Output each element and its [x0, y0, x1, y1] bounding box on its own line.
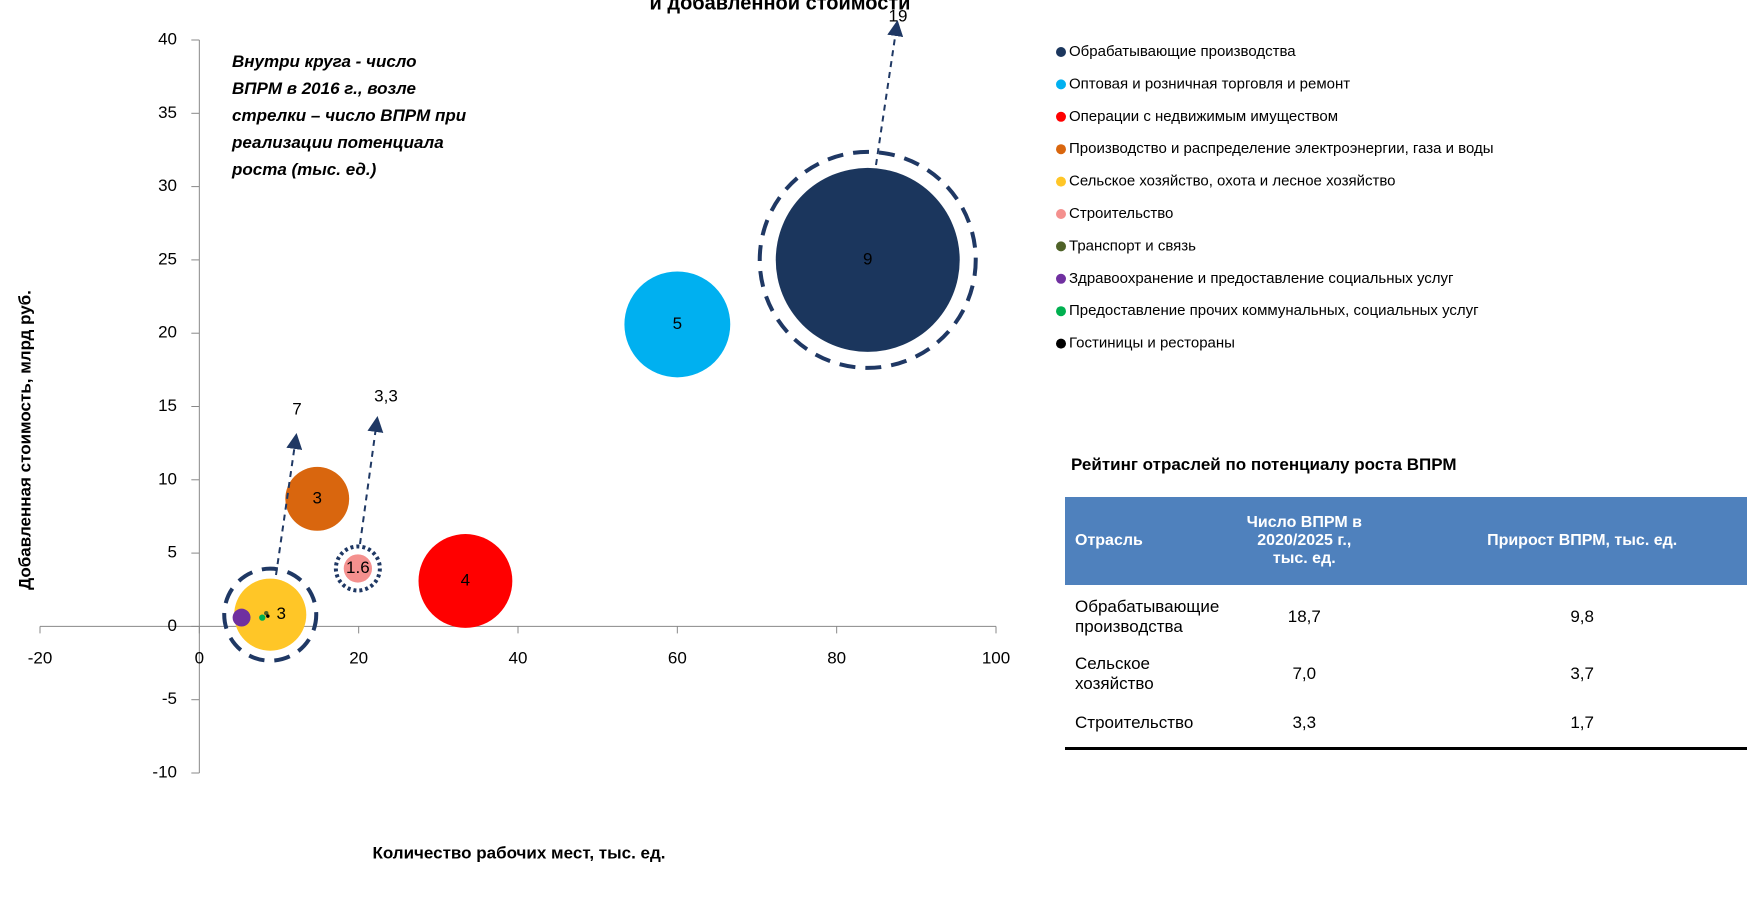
potential-label: 3,3	[374, 386, 398, 405]
table-header-cell: Прирост ВПРМ, тыс. ед.	[1379, 497, 1747, 585]
bubble	[418, 534, 513, 628]
y-tick-label: 5	[168, 543, 177, 562]
potential-circle	[757, 149, 978, 370]
table-cell: 3,3	[1229, 699, 1380, 750]
legend-marker	[1056, 79, 1066, 90]
legend-label: Производство и распределение электроэнер…	[1069, 140, 1494, 157]
legend-label: Сельское хозяйство, охота и лесное хозяй…	[1069, 173, 1395, 190]
y-tick-label: 35	[158, 103, 177, 122]
legend-marker	[1056, 144, 1066, 155]
legend-label: Оптовая и розничная торговля и ремонт	[1069, 75, 1350, 92]
potential-circle	[222, 566, 319, 663]
x-tick-label: 60	[668, 648, 687, 667]
y-tick-label: 25	[158, 249, 177, 268]
table-cell: 1,7	[1379, 699, 1747, 750]
x-tick-label: 0	[195, 648, 204, 667]
y-tick-label: -5	[162, 689, 177, 708]
legend-marker	[1056, 209, 1066, 219]
bubble	[266, 614, 270, 618]
x-tick-label: 80	[827, 648, 846, 667]
bubble-label: 3	[277, 604, 286, 623]
legend-marker	[1056, 338, 1066, 349]
bubble	[232, 608, 251, 627]
bubble	[264, 610, 269, 616]
y-tick-label: 40	[158, 29, 177, 48]
bubble	[343, 554, 373, 583]
bubble-label: 5	[673, 314, 682, 333]
x-axis-label: Количество рабочих мест, тыс. ед.	[372, 843, 665, 862]
y-tick-label: 30	[158, 176, 177, 195]
y-tick-label: 10	[158, 469, 177, 488]
legend-marker	[1056, 306, 1066, 317]
table-cell: Сельское хозяйство	[1075, 654, 1154, 693]
y-tick-label: -10	[152, 762, 177, 781]
x-tick-label: -20	[28, 648, 53, 667]
legend-label: Гостиницы и рестораны	[1069, 335, 1235, 352]
legend-label: Здравоохранение и предоставление социаль…	[1069, 270, 1454, 287]
legend-label: Транспорт и связь	[1069, 237, 1196, 254]
potential-label: 7	[292, 399, 301, 418]
x-tick-label: 100	[982, 648, 1010, 667]
table-cell: 18,7	[1287, 607, 1321, 626]
legend-label: Операции с недвижимым имуществом	[1069, 108, 1338, 125]
potential-arrow	[359, 416, 384, 545]
annotation-note: Внутри круга - число ВПРМ в 2016 г., возл…	[231, 52, 467, 179]
bubble	[285, 466, 350, 531]
potential-arrow	[875, 20, 904, 166]
table-cell: 7,0	[1292, 664, 1317, 683]
bubble	[775, 167, 960, 352]
y-axis-label: Добавленная стоимость, млрд руб.	[15, 290, 34, 590]
y-tick-label: 0	[168, 616, 177, 635]
potential-arrow	[275, 433, 303, 576]
potential-circle	[333, 544, 382, 593]
table-header-cell: Отрасль	[1065, 497, 1230, 585]
table-row: Обрабатывающие производства 18,7 9,8	[1065, 585, 1747, 649]
table: Отрасль Число ВПРМ в 2020/2025 г., тыс. е…	[1065, 497, 1747, 750]
bubble	[234, 578, 307, 651]
table-cell: 9,8	[1570, 607, 1594, 626]
legend-marker	[1056, 273, 1066, 284]
header-row: Отрасль Число ВПРМ в 2020/2025 г., тыс. е…	[1065, 497, 1747, 585]
bubble-label: 3	[313, 488, 322, 507]
bubble	[624, 271, 731, 378]
table-cell: Обрабатывающие производства	[1075, 597, 1220, 636]
legend-marker	[1056, 176, 1066, 187]
table-cell: Строительство	[1065, 699, 1230, 750]
legend-label: Строительство	[1069, 205, 1173, 222]
chart-title: и добавленной стоимости	[650, 0, 911, 14]
bubble	[259, 614, 266, 621]
table-header-cell: Число ВПРМ в 2020/2025 г., тыс. ед.	[1229, 497, 1380, 585]
legend-marker	[1056, 241, 1066, 252]
x-tick-label: 40	[509, 648, 528, 667]
legend-marker	[1056, 47, 1066, 57]
bubble-label: 1.6	[346, 558, 370, 577]
legend-label: Предоставление прочих коммунальных, соци…	[1069, 302, 1479, 319]
table-row: Строительство 3,3 1,7	[1065, 699, 1747, 750]
table-cell: 3,7	[1570, 664, 1594, 683]
legend-marker	[1056, 111, 1066, 122]
bubble-label: 9	[863, 249, 872, 268]
legend-label: Обрабатывающие производства	[1069, 43, 1296, 60]
potential-label: 19	[889, 6, 908, 25]
y-tick-label: 15	[158, 396, 177, 415]
y-tick-label: 20	[158, 323, 177, 342]
x-tick-label: 20	[349, 648, 368, 667]
table-row: Сельское хозяйство 7,0 3,7	[1065, 649, 1747, 699]
table-title: Рейтинг отраслей по потенциалу роста ВПР…	[1071, 455, 1457, 474]
bubble-label: 4	[461, 570, 470, 589]
